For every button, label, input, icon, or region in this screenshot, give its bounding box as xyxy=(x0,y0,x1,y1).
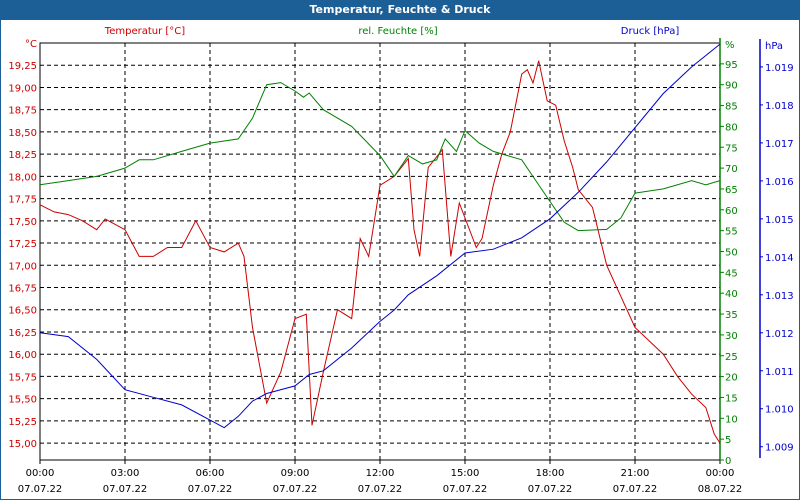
temp-tick-label: 16,00 xyxy=(8,350,37,361)
chart-title: Temperatur, Feuchte & Druck xyxy=(0,0,800,20)
temp-series-label: Temperatur [°C] xyxy=(104,26,185,37)
humidity-tick-label: 25 xyxy=(725,352,738,363)
x-tick-time: 00:00 xyxy=(706,468,735,479)
pressure-tick-label: 1.018 xyxy=(765,101,794,112)
temp-unit-label: °C xyxy=(25,39,37,50)
temp-tick-label: 18,25 xyxy=(8,150,37,161)
x-tick-date: 08.07.22 xyxy=(698,484,743,495)
pressure-tick-label: 1.019 xyxy=(765,63,794,74)
humidity-series-label: rel. Feuchte [%] xyxy=(358,26,437,37)
temp-tick-label: 15,00 xyxy=(8,439,37,450)
temp-tick-label: 19,00 xyxy=(8,83,37,94)
pressure-tick-label: 1.009 xyxy=(765,443,794,454)
x-tick-date: 07.07.22 xyxy=(613,484,658,495)
pressure-tick-label: 1.015 xyxy=(765,215,794,226)
pressure-series-label: Druck [hPa] xyxy=(621,26,680,37)
temp-tick-label: 17,50 xyxy=(8,217,37,228)
humidity-tick-label: 50 xyxy=(725,248,738,259)
humidity-tick-label: 35 xyxy=(725,310,738,321)
humidity-tick-label: 30 xyxy=(725,331,738,342)
temp-tick-label: 17,75 xyxy=(8,195,37,206)
humidity-tick-label: 5 xyxy=(725,435,731,446)
humidity-tick-label: 80 xyxy=(725,122,738,133)
temp-tick-label: 18,50 xyxy=(8,128,37,139)
pressure-unit-label: hPa xyxy=(765,41,783,52)
x-tick-date: 07.07.22 xyxy=(188,484,233,495)
x-tick-time: 06:00 xyxy=(196,468,225,479)
pressure-tick-label: 1.014 xyxy=(765,253,794,264)
series-line-temp xyxy=(39,60,721,444)
x-tick-time: 18:00 xyxy=(536,468,565,479)
x-tick-time: 15:00 xyxy=(451,468,480,479)
x-tick-time: 09:00 xyxy=(281,468,310,479)
humidity-tick-label: 90 xyxy=(725,81,738,92)
humidity-tick-label: 55 xyxy=(725,227,738,238)
humidity-tick-label: 60 xyxy=(725,206,738,217)
humidity-tick-label: 75 xyxy=(725,143,738,154)
plot-area xyxy=(39,42,721,461)
pressure-tick-label: 1.013 xyxy=(765,291,794,302)
humidity-tick-label: 65 xyxy=(725,185,738,196)
x-tick-date: 07.07.22 xyxy=(18,484,63,495)
humidity-tick-label: 40 xyxy=(725,289,738,300)
x-tick-time: 00:00 xyxy=(26,468,55,479)
x-tick-date: 07.07.22 xyxy=(443,484,488,495)
series-line-hum xyxy=(39,82,721,232)
x-tick-time: 03:00 xyxy=(111,468,140,479)
x-tick-date: 07.07.22 xyxy=(528,484,573,495)
temp-tick-label: 15,50 xyxy=(8,395,37,406)
pressure-tick-label: 1.017 xyxy=(765,139,794,150)
pressure-tick-label: 1.012 xyxy=(765,329,794,340)
temp-tick-label: 17,00 xyxy=(8,261,37,272)
humidity-tick-label: 15 xyxy=(725,393,738,404)
temp-tick-label: 15,25 xyxy=(8,417,37,428)
humidity-tick-label: 20 xyxy=(725,373,738,384)
x-tick-time: 12:00 xyxy=(366,468,395,479)
temp-tick-label: 15,75 xyxy=(8,372,37,383)
x-tick-date: 07.07.22 xyxy=(103,484,148,495)
humidity-tick-label: 0 xyxy=(725,456,731,467)
pressure-tick-label: 1.011 xyxy=(765,367,794,378)
humidity-tick-label: 85 xyxy=(725,102,738,113)
humidity-tick-label: 95 xyxy=(725,60,738,71)
humidity-unit-label: % xyxy=(725,40,735,51)
temp-tick-label: 19,25 xyxy=(8,61,37,72)
temp-tick-label: 16,75 xyxy=(8,284,37,295)
pressure-tick-label: 1.016 xyxy=(765,177,794,188)
x-tick-date: 07.07.22 xyxy=(273,484,318,495)
humidity-tick-label: 45 xyxy=(725,268,738,279)
humidity-tick-label: 10 xyxy=(725,414,738,425)
x-tick-time: 21:00 xyxy=(621,468,650,479)
pressure-tick-label: 1.010 xyxy=(765,405,794,416)
humidity-tick-label: 70 xyxy=(725,164,738,175)
series-line-press xyxy=(39,43,721,429)
temp-tick-label: 18,75 xyxy=(8,106,37,117)
x-tick-date: 07.07.22 xyxy=(358,484,403,495)
temp-tick-label: 18,00 xyxy=(8,172,37,183)
temp-tick-label: 16,25 xyxy=(8,328,37,339)
temp-tick-label: 17,25 xyxy=(8,239,37,250)
temp-tick-label: 16,50 xyxy=(8,306,37,317)
